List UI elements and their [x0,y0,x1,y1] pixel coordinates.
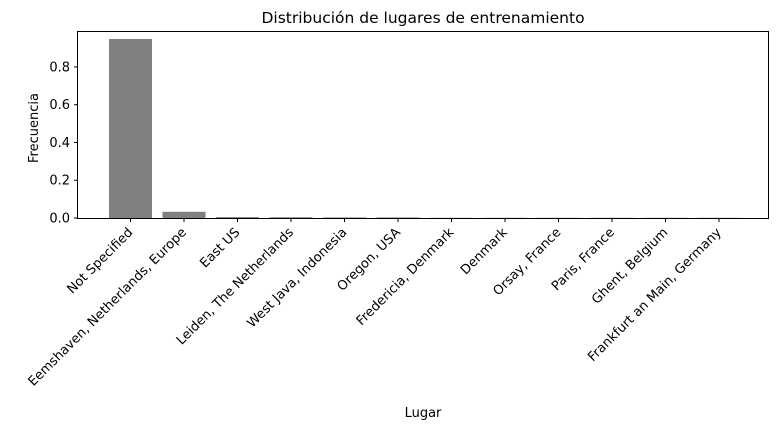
x-axis-label: Lugar [405,406,442,421]
bar [162,211,206,218]
bar [109,38,152,218]
bars-group [109,38,741,218]
y-axis-ticks: 0.0 0.2 0.4 0.6 0.8 [49,60,78,227]
plot-frame [77,31,769,219]
y-tick-label: 0.6 [49,98,70,113]
y-tick-label: 0.0 [49,212,70,227]
y-axis-label: Frecuencia [27,93,42,163]
y-tick-label: 0.4 [49,136,70,151]
bar [216,217,259,218]
bar [323,217,366,218]
x-tick-label: West Java, Indonesia [244,225,350,331]
x-tick-label: Denmark [458,225,511,278]
chart-title: Distribución de lugares de entrenamiento [261,9,584,27]
y-tick-label: 0.2 [49,174,70,189]
x-tick-label: East US [197,225,243,271]
x-tick-label: Fredericia, Denmark [354,225,458,329]
bar [269,217,313,218]
bar [376,217,420,218]
y-tick-label: 0.8 [49,60,70,75]
